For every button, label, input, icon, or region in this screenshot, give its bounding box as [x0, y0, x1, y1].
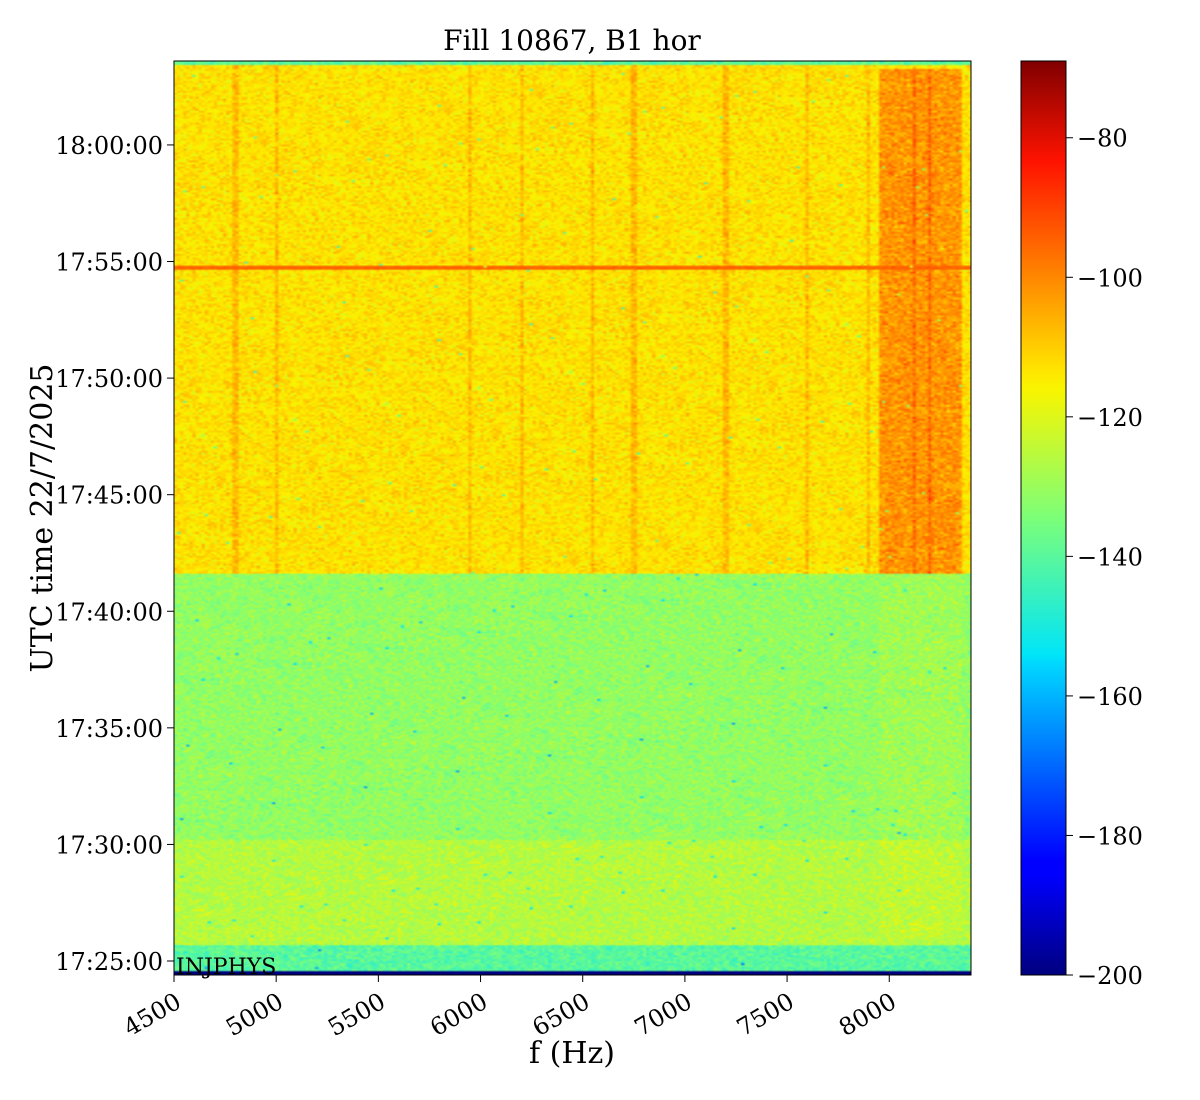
colorbar-tick-label: −180	[1077, 822, 1143, 850]
x-tick-label: 5000	[221, 987, 288, 1042]
y-tick-label: 17:30:00	[55, 831, 163, 859]
x-axis-label: f (Hz)	[529, 1036, 615, 1071]
y-tick-label: 17:40:00	[55, 598, 163, 626]
y-tick-label: 18:00:00	[55, 132, 163, 160]
x-axis: 4500 5000 5500 6000 6500 7000 7500 8000	[119, 975, 901, 1042]
colorbar-tick-label: −120	[1077, 404, 1143, 432]
y-tick-label: 17:55:00	[55, 249, 163, 277]
x-tick-label: 6500	[528, 987, 595, 1042]
plot-frame	[173, 60, 972, 976]
colorbar-gradient	[1020, 60, 1067, 976]
x-tick-label: 5500	[323, 987, 390, 1042]
x-tick-label: 8000	[834, 987, 901, 1042]
colorbar-tick-label: −160	[1077, 683, 1143, 711]
x-tick-label: 7500	[732, 987, 799, 1042]
x-tick-label: 7000	[630, 987, 697, 1042]
colorbar-tick-label: −200	[1077, 962, 1143, 990]
y-axis: 17:25:00 17:30:00 17:35:00 17:40:00 17:45:00…	[55, 132, 174, 976]
annotation-label: INJPHYS	[176, 955, 276, 980]
colorbar-tick-label: −140	[1077, 543, 1143, 571]
y-tick-label: 17:45:00	[55, 482, 163, 510]
heatmap-image	[174, 61, 971, 975]
y-tick-label: 17:50:00	[55, 365, 163, 393]
colorbar-ticks: −80 −100 −120 −140 −160 −180 −200	[1066, 125, 1143, 990]
colorbar-tick-label: −100	[1077, 264, 1143, 292]
colorbar: −80 −100 −120 −140 −160 −180 −200	[1020, 60, 1143, 990]
chart-title: Fill 10867, B1 hor	[443, 24, 701, 57]
y-tick-label: 17:35:00	[55, 715, 163, 743]
heatmap-plot	[174, 61, 971, 975]
y-axis-label: UTC time 22/7/2025	[25, 364, 60, 673]
y-tick-label: 17:25:00	[55, 948, 163, 976]
x-tick-label: 6000	[425, 987, 492, 1042]
colorbar-tick-label: −80	[1077, 125, 1128, 153]
x-tick-label: 4500	[119, 987, 186, 1042]
